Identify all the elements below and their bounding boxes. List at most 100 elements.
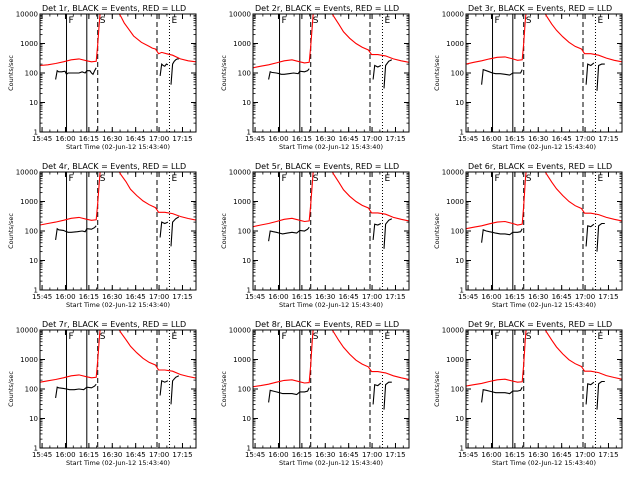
x-tick-label: 16:45	[552, 451, 572, 459]
y-tick-label: 10000	[229, 169, 251, 177]
y-tick-label: 100	[25, 70, 38, 78]
events-series-line	[585, 223, 595, 247]
x-tick-label: 17:15	[385, 451, 405, 459]
y-tick-label: 10	[29, 415, 38, 423]
x-tick-label: 16:15	[79, 135, 99, 143]
lld-series-line	[544, 172, 622, 222]
time-marker-label: F	[495, 16, 500, 26]
x-tick-label: 16:45	[126, 135, 146, 143]
y-tick-label: 1	[247, 287, 251, 295]
x-tick-label: 16:00	[268, 135, 288, 143]
time-marker-label: E	[597, 16, 603, 26]
chart-panel: Det 7r, BLACK = Events, RED = LLD 1 10 100 1…	[7, 320, 197, 467]
events-series-line	[585, 62, 595, 85]
x-tick-label: 17:15	[598, 293, 618, 301]
time-marker-label: S	[526, 332, 532, 342]
lld-series-line	[466, 172, 527, 230]
lld-series-line	[331, 330, 409, 381]
events-series-line	[383, 218, 393, 249]
x-tick-label: 16:30	[528, 135, 548, 143]
x-tick-label: 17:00	[362, 451, 382, 459]
plot-frame	[252, 171, 410, 291]
x-tick-label: 16:00	[268, 293, 288, 301]
y-tick-label: 100	[451, 386, 464, 394]
lld-series-line	[253, 172, 314, 228]
panel-title: Det 2r, BLACK = Events, RED = LLD	[255, 4, 399, 13]
x-tick-label: 16:15	[505, 293, 525, 301]
y-tick-label: 10000	[229, 11, 251, 19]
time-marker-label: F	[495, 174, 500, 184]
y-tick-label: 100	[451, 228, 464, 236]
x-tick-label: 16:00	[268, 451, 288, 459]
time-marker-label: S	[100, 332, 106, 342]
chart-panel: Det 4r, BLACK = Events, RED = LLD 1 10 100 1…	[7, 162, 197, 309]
x-tick-label: 17:15	[385, 135, 405, 143]
x-tick-label: 17:00	[575, 293, 595, 301]
y-tick-label: 10	[242, 415, 251, 423]
time-marker-label: F	[69, 16, 74, 26]
lld-series-line	[331, 14, 409, 63]
time-marker-label: S	[313, 332, 319, 342]
time-marker-label: E	[171, 174, 177, 184]
y-tick-label: 100	[25, 386, 38, 394]
y-tick-label: 1	[247, 445, 251, 453]
events-series-line	[383, 381, 392, 410]
panel-title: Det 4r, BLACK = Events, RED = LLD	[42, 162, 186, 171]
time-marker-label: S	[100, 16, 106, 26]
x-tick-label: 16:30	[102, 451, 122, 459]
lld-series-line	[118, 172, 196, 221]
lld-series-line	[544, 14, 622, 63]
x-tick-label: 17:15	[598, 135, 618, 143]
events-series-line	[585, 381, 595, 405]
lld-series-line	[466, 14, 527, 65]
events-series-line	[372, 223, 382, 240]
x-tick-label: 16:45	[552, 135, 572, 143]
x-tick-label: 16:45	[339, 293, 359, 301]
time-marker-label: E	[171, 16, 177, 26]
y-tick-label: 10	[242, 99, 251, 107]
y-tick-label: 10000	[442, 11, 464, 19]
x-tick-label: 17:00	[362, 293, 382, 301]
plot-frame	[465, 13, 623, 133]
time-marker-label: S	[100, 174, 106, 184]
x-axis-label: Start Time (02-Jun-12 15:43:40)	[492, 143, 596, 151]
y-tick-label: 1000	[20, 40, 38, 48]
x-tick-label: 16:00	[55, 293, 75, 301]
panel-title: Det 8r, BLACK = Events, RED = LLD	[255, 320, 399, 329]
y-tick-label: 1000	[233, 198, 251, 206]
x-tick-label: 16:15	[292, 451, 312, 459]
y-tick-label: 100	[451, 70, 464, 78]
x-tick-label: 17:15	[385, 293, 405, 301]
x-tick-label: 16:30	[315, 451, 335, 459]
lld-series-line	[544, 330, 622, 380]
time-marker-label: F	[282, 332, 287, 342]
events-series-line	[55, 67, 97, 80]
chart-panel: Det 1r, BLACK = Events, RED = LLD 1 10 100 1…	[7, 4, 197, 151]
x-tick-label: 16:00	[481, 451, 501, 459]
plot-frame	[465, 329, 623, 449]
y-tick-label: 1	[460, 287, 464, 295]
plot-frame	[252, 13, 410, 133]
y-tick-label: 1000	[233, 40, 251, 48]
y-tick-label: 1000	[20, 356, 38, 364]
x-tick-label: 16:45	[552, 293, 572, 301]
x-tick-label: 17:15	[172, 451, 192, 459]
events-series-line	[596, 222, 605, 252]
x-tick-label: 16:15	[505, 135, 525, 143]
y-tick-label: 100	[238, 386, 251, 394]
events-series-line	[372, 382, 382, 405]
x-axis-label: Start Time (02-Jun-12 15:43:40)	[492, 301, 596, 309]
y-tick-label: 1	[34, 287, 38, 295]
events-series-line	[481, 228, 523, 243]
y-tick-label: 10000	[16, 169, 38, 177]
chart-panel: Det 2r, BLACK = Events, RED = LLD 1 10 100 1…	[220, 4, 410, 151]
panel-title: Det 9r, BLACK = Events, RED = LLD	[468, 320, 612, 329]
events-series-line	[268, 226, 310, 242]
plot-frame	[252, 329, 410, 449]
time-marker-label: E	[384, 332, 390, 342]
lld-series-line	[40, 14, 101, 67]
x-tick-label: 16:30	[102, 293, 122, 301]
x-tick-label: 16:15	[292, 135, 312, 143]
x-tick-label: 17:00	[362, 135, 382, 143]
y-tick-label: 1000	[20, 198, 38, 206]
